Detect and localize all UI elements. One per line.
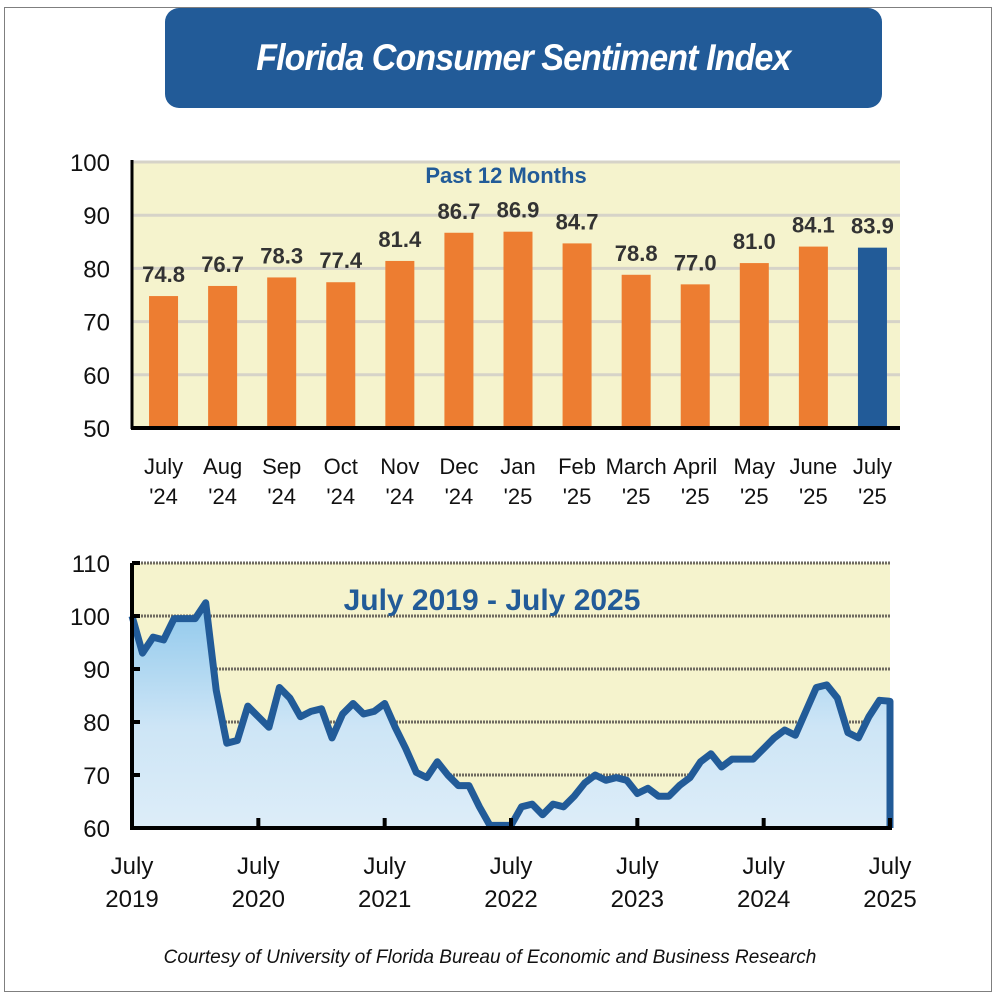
bar-chart: 50 60 70 80 90 100 74.8 76.7 78.3 77.4 81.4 86.7 86…: [70, 150, 900, 509]
bar: [385, 260, 415, 428]
line-y-axis-labels: 60 70 80 90 100 110: [70, 551, 110, 843]
line-x-tick-label: July: [237, 853, 280, 880]
bar: [562, 243, 592, 428]
bar-category-label: Feb: [558, 454, 596, 479]
bar-value-label: 74.8: [142, 262, 185, 287]
bar-category-label: Jan: [500, 454, 535, 479]
bar-y-axis-labels: 50 60 70 80 90 100: [70, 150, 110, 443]
bar-y-tick-label: 70: [83, 310, 110, 337]
line-x-tick-label: July: [616, 853, 659, 880]
line-y-tick-label: 80: [83, 710, 110, 737]
line-y-tick-label: 60: [83, 816, 110, 843]
line-x-tick-label: 2020: [232, 886, 285, 913]
bar-category-labels: July '24 Aug '24 Sep '24 Oct '24 Nov '24 Dec '24 Jan…: [144, 454, 892, 509]
bar-value-label: 81.0: [733, 229, 776, 254]
bar: [621, 274, 651, 428]
bar-category-label: July: [144, 454, 183, 479]
bars: [149, 231, 887, 428]
line-x-tick-label: 2024: [737, 886, 790, 913]
bar: [798, 246, 828, 428]
bar-category-label: '25: [504, 484, 533, 509]
bar: [503, 231, 533, 428]
bar: [444, 232, 474, 428]
bar: [857, 247, 887, 428]
line-x-tick-label: 2025: [863, 886, 916, 913]
line-x-tick-label: July: [869, 853, 912, 880]
chart-title: Florida Consumer Sentiment Index: [256, 37, 791, 78]
bar-category-label: '25: [740, 484, 769, 509]
bar-category-label: May: [734, 454, 776, 479]
bar-category-label: '25: [799, 484, 828, 509]
line-x-axis-labels: July 2019 July 2020 July 2021 July 2022 July 2023…: [105, 853, 916, 913]
bar-y-tick-label: 80: [83, 256, 110, 283]
line-y-tick-label: 100: [70, 604, 110, 631]
bar-y-tick-label: 50: [83, 416, 110, 443]
bar-category-label: '24: [326, 484, 355, 509]
bar-value-label: 78.3: [260, 243, 303, 268]
line-x-tick-label: July: [363, 853, 406, 880]
bar: [680, 284, 710, 428]
bar-value-label: 81.4: [378, 227, 422, 252]
bar: [267, 277, 297, 428]
bar-category-label: June: [790, 454, 838, 479]
bar-category-label: '24: [208, 484, 237, 509]
bar-category-label: '25: [681, 484, 710, 509]
line-x-tick-label: 2021: [358, 886, 411, 913]
bar-category-label: Nov: [380, 454, 419, 479]
source-credit: Courtesy of University of Florida Bureau…: [163, 947, 817, 968]
line-x-tick-label: July: [111, 853, 154, 880]
bar-category-label: Sep: [262, 454, 301, 479]
bar: [208, 285, 238, 428]
line-x-tick-label: 2019: [105, 886, 158, 913]
line-x-tick-label: 2022: [484, 886, 537, 913]
bar-category-label: July: [853, 454, 892, 479]
line-chart-subtitle: July 2019 - July 2025: [344, 584, 641, 617]
bar-category-label: Dec: [439, 454, 478, 479]
bar-category-label: '25: [858, 484, 887, 509]
bar-value-label: 86.9: [497, 198, 540, 223]
title-banner: Florida Consumer Sentiment Index: [165, 8, 882, 108]
line-y-tick-label: 110: [72, 551, 110, 578]
bar-y-tick-label: 90: [83, 203, 110, 230]
bar-value-labels: 74.8 76.7 78.3 77.4 81.4 86.7 86.9 84.7 78.8 77.0…: [142, 198, 894, 287]
line-x-tick-label: July: [742, 853, 785, 880]
bar-category-label: '24: [267, 484, 296, 509]
bar-chart-subtitle: Past 12 Months: [425, 163, 586, 188]
line-x-tick-label: July: [490, 853, 533, 880]
bar-value-label: 84.1: [792, 213, 835, 238]
bar-category-label: '24: [386, 484, 415, 509]
bar-category-label: '24: [445, 484, 474, 509]
bar-value-label: 84.7: [556, 209, 599, 234]
sentiment-line: [128, 599, 894, 829]
bar: [149, 296, 179, 428]
bar-value-label: 77.4: [319, 248, 363, 273]
bar-value-label: 77.0: [674, 250, 717, 275]
line-axis-ticks: [130, 561, 892, 830]
bar-value-label: 83.9: [851, 214, 894, 239]
bar-category-label: April: [673, 454, 717, 479]
bar: [739, 263, 769, 428]
bar-y-tick-label: 60: [83, 363, 110, 390]
bar-category-label: '24: [149, 484, 178, 509]
bar-category-label: '25: [622, 484, 651, 509]
bar-value-label: 78.8: [615, 241, 658, 266]
bar-category-label: March: [606, 454, 667, 479]
bar-category-label: Oct: [324, 454, 358, 479]
line-x-tick-label: 2023: [611, 886, 664, 913]
bar-value-label: 86.7: [438, 199, 481, 224]
bar-category-label: '25: [563, 484, 592, 509]
bar-value-label: 76.7: [201, 252, 244, 277]
area-fill: [132, 602, 890, 828]
bar: [326, 282, 356, 428]
bar-y-tick-label: 100: [70, 150, 110, 177]
bar-category-label: Aug: [203, 454, 242, 479]
line-y-tick-label: 70: [83, 763, 110, 790]
line-y-tick-label: 90: [83, 657, 110, 684]
